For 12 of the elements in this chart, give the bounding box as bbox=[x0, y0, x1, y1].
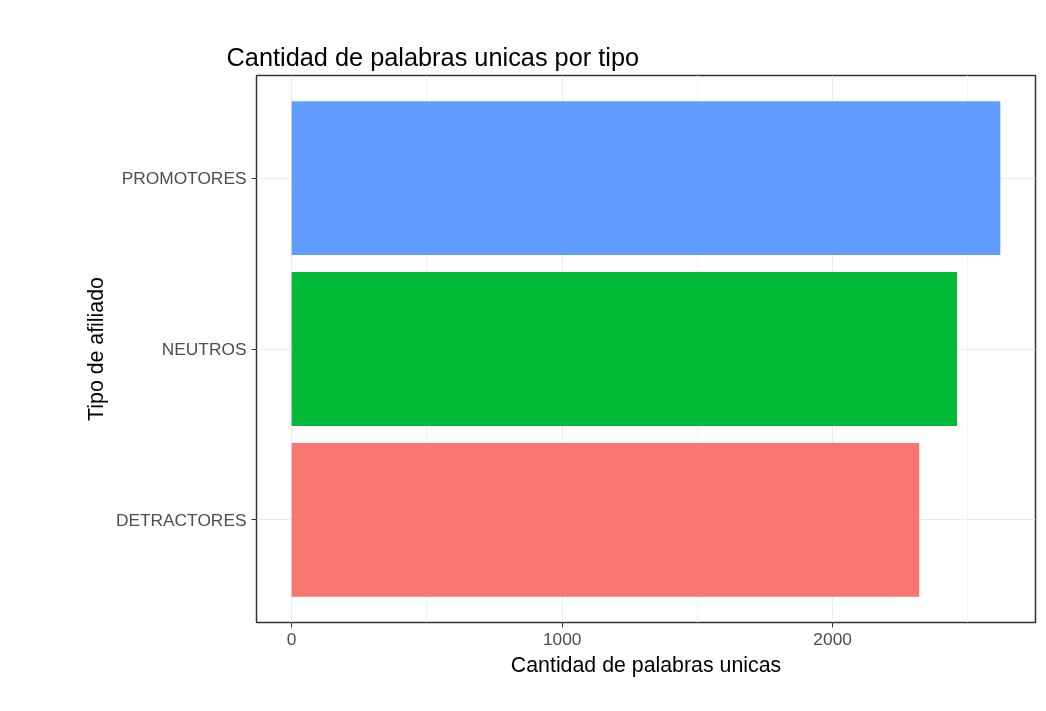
y-tick-label: DETRACTORES bbox=[115, 509, 247, 530]
x-tick-label: 2000 bbox=[813, 628, 852, 649]
x-axis-title: Cantidad de palabras unicas bbox=[510, 652, 782, 677]
bar bbox=[291, 443, 920, 597]
bar bbox=[291, 101, 1001, 255]
chart-title: Cantidad de palabras unicas por tipo bbox=[226, 42, 640, 71]
y-tick-label: PROMOTORES bbox=[121, 168, 247, 189]
bar bbox=[291, 272, 958, 426]
y-tick-label: NEUTROS bbox=[161, 339, 247, 359]
x-tick-label: 0 bbox=[286, 628, 297, 649]
y-axis-title: Tipo de afiliado bbox=[83, 277, 108, 421]
x-tick-label: 1000 bbox=[542, 628, 582, 649]
